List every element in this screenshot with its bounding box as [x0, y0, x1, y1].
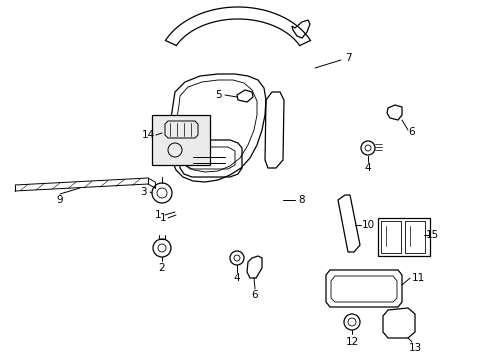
Text: 8: 8: [298, 195, 305, 205]
Bar: [404, 221, 424, 253]
Text: 7: 7: [344, 53, 350, 63]
Text: 4: 4: [233, 273, 240, 283]
Text: 1: 1: [160, 213, 166, 223]
Bar: [152, 115, 209, 165]
Text: 2: 2: [159, 263, 165, 273]
Text: 6: 6: [251, 290, 258, 300]
Text: 11: 11: [410, 273, 424, 283]
Text: 4: 4: [364, 163, 370, 173]
Text: 12: 12: [345, 337, 358, 347]
Text: 5: 5: [214, 90, 221, 100]
Text: 14: 14: [141, 130, 154, 140]
Text: 3: 3: [140, 187, 146, 197]
Bar: [380, 221, 400, 253]
Text: 1: 1: [154, 210, 161, 220]
Text: 13: 13: [407, 343, 421, 353]
Text: 15: 15: [425, 230, 438, 240]
Text: 10: 10: [361, 220, 374, 230]
Text: 6: 6: [408, 127, 414, 137]
Bar: [377, 218, 429, 256]
Text: 9: 9: [57, 195, 63, 205]
